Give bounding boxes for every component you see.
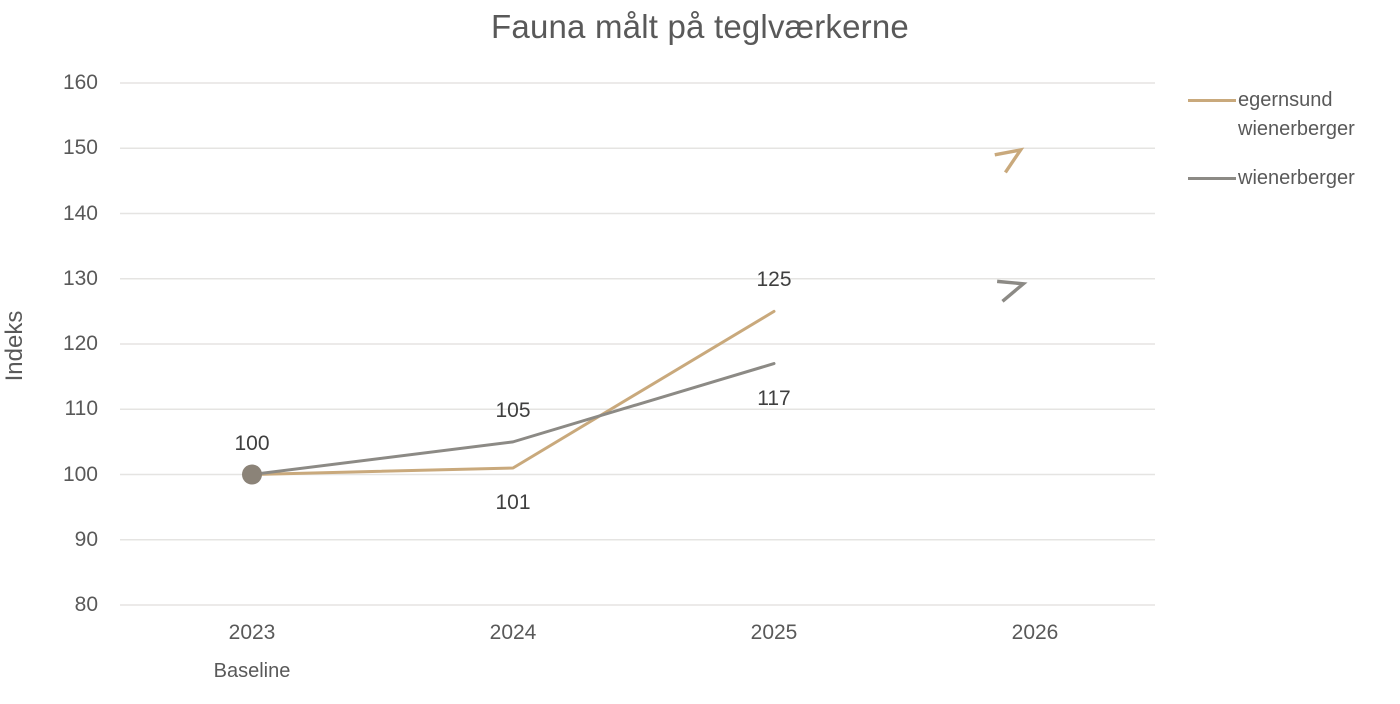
chart-title: Fauna målt på teglværkerne	[491, 8, 909, 45]
y-tick-160: 160	[62, 71, 98, 94]
legend-label: egernsund wienerberger	[1238, 89, 1355, 140]
gridlines	[120, 82, 1155, 606]
trend-arrows	[994, 147, 1028, 303]
legend-label: wienerberger	[1238, 167, 1355, 189]
trend-up-arrow-icon	[996, 279, 1028, 303]
x-tick-2025: 2025	[750, 621, 798, 644]
legend-item-egernsund-wienerberger: egernsund wienerberger	[1188, 86, 1400, 144]
data-label-117: 117	[757, 386, 791, 410]
data-label-105: 105	[495, 398, 531, 422]
legend-item-wienerberger: wienerberger	[1188, 164, 1400, 193]
x-tick-2024: 2024	[489, 621, 537, 644]
x-tick-2026: 2026	[1011, 621, 1059, 644]
y-tick-110: 110	[64, 397, 98, 421]
legend: egernsund wienerberger wienerberger	[1188, 86, 1400, 213]
y-tick-90: 90	[74, 527, 98, 551]
series-lines	[250, 309, 776, 476]
y-tick-130: 130	[62, 266, 98, 290]
data-label-101: 101	[495, 490, 531, 514]
y-tick-120: 120	[62, 332, 98, 355]
x-tick-baseline-note: Baseline	[213, 660, 291, 682]
data-point-markers	[242, 464, 262, 485]
series-line-egernsund-wienerberger	[250, 309, 776, 476]
y-tick-80: 80	[74, 593, 98, 616]
series-line-wienerberger	[250, 362, 776, 476]
y-tick-150: 150	[62, 136, 98, 160]
trend-up-arrow-icon	[994, 147, 1025, 174]
data-label-100: 100	[234, 431, 270, 455]
baseline-point-marker	[242, 464, 262, 485]
legend-line-swatch	[1188, 99, 1236, 102]
legend-line-swatch	[1188, 177, 1236, 180]
y-tick-140: 140	[62, 201, 98, 225]
x-tick-2023: 2023	[228, 621, 276, 644]
y-tick-100: 100	[62, 462, 98, 486]
data-label-125: 125	[756, 268, 792, 292]
